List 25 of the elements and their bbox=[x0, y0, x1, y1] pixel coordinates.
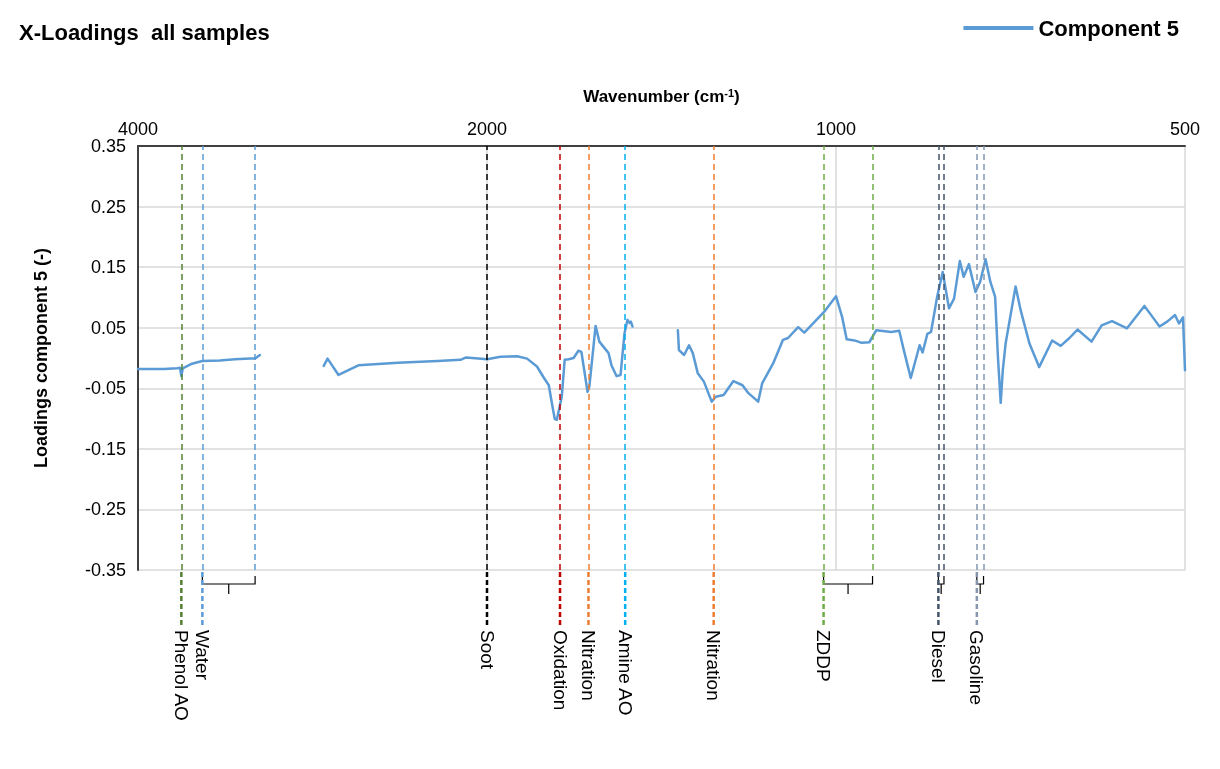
x-tick-label: 4000 bbox=[117, 119, 159, 139]
y-tick-label: 0.05 bbox=[90, 317, 126, 338]
y-tick-label: 0.15 bbox=[90, 257, 126, 278]
y-axis-title: Loadings component 5 (-) bbox=[31, 248, 51, 468]
ref-line-label: Gasoline bbox=[966, 630, 988, 705]
y-tick-label: 0.35 bbox=[90, 136, 126, 156]
ref-line-label: ZDDP bbox=[813, 630, 835, 682]
ref-line-label: Nitration bbox=[703, 630, 725, 701]
y-tick-label: -0.05 bbox=[84, 378, 126, 399]
ref-line-label: Nitration bbox=[577, 630, 599, 701]
legend-label: Component 5 bbox=[1038, 15, 1180, 41]
x-tick-label: 2000 bbox=[466, 119, 508, 139]
ref-line-label: Diesel bbox=[927, 630, 949, 683]
x-tick-label: 1000 bbox=[815, 119, 857, 139]
ref-line-label: Soot bbox=[476, 630, 498, 670]
y-tick-label: -0.15 bbox=[84, 438, 126, 459]
chart-title: X-Loadings all samples bbox=[19, 19, 270, 45]
ref-line-label: Oxidation bbox=[549, 630, 571, 711]
y-tick-label: -0.35 bbox=[84, 560, 126, 580]
ref-line-label: Amine AO bbox=[614, 630, 636, 716]
x-tick-label: 500 bbox=[1169, 119, 1201, 139]
y-tick-label: 0.25 bbox=[90, 196, 126, 217]
ref-line-label: Water bbox=[191, 630, 213, 681]
y-tick-label: -0.25 bbox=[84, 499, 126, 520]
ref-line-label: Phenol AO bbox=[170, 630, 192, 721]
